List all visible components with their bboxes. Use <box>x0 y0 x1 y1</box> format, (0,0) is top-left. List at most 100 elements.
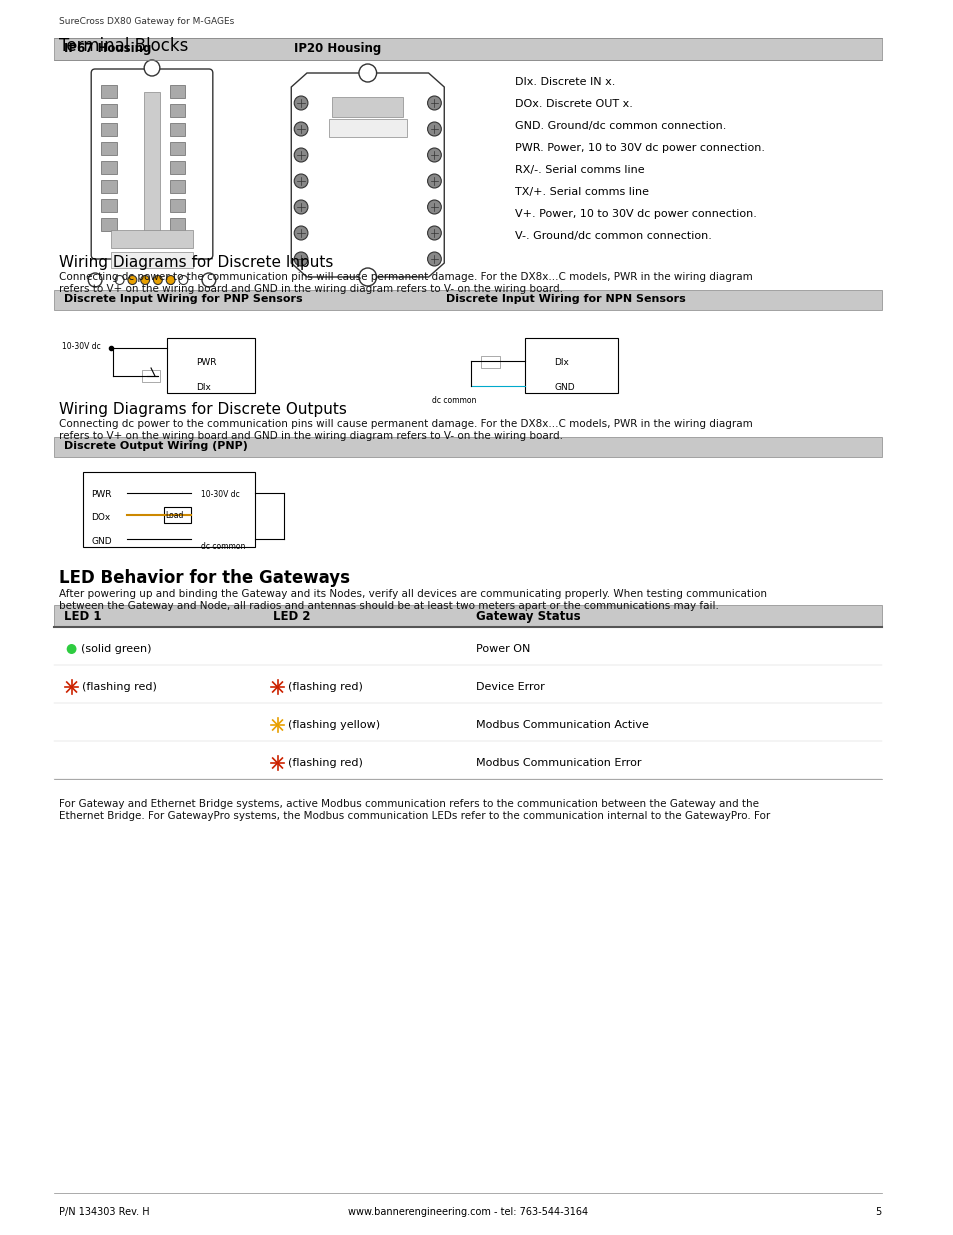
Text: Wiring Diagrams for Discrete Inputs: Wiring Diagrams for Discrete Inputs <box>59 254 333 270</box>
Text: DIx. Discrete IN x.: DIx. Discrete IN x. <box>515 77 615 86</box>
Text: Terminal Blocks: Terminal Blocks <box>59 37 188 56</box>
Text: LED 2: LED 2 <box>273 610 310 622</box>
Bar <box>332 98 403 117</box>
Text: SureCross DX80 Gateway for M-GAGEs: SureCross DX80 Gateway for M-GAGEs <box>59 17 233 26</box>
Text: (flashing yellow): (flashing yellow) <box>288 720 380 730</box>
Circle shape <box>427 148 441 162</box>
Circle shape <box>141 275 150 284</box>
Circle shape <box>427 226 441 240</box>
Bar <box>524 338 618 393</box>
Bar <box>170 180 185 193</box>
Text: Modbus Communication Error: Modbus Communication Error <box>476 758 640 768</box>
Text: (flashing red): (flashing red) <box>82 682 157 692</box>
Text: Power ON: Power ON <box>476 643 530 655</box>
Circle shape <box>358 64 376 82</box>
Text: Device Error: Device Error <box>476 682 544 692</box>
Text: (flashing red): (flashing red) <box>288 682 363 692</box>
Text: (flashing red): (flashing red) <box>288 758 363 768</box>
Text: dc common: dc common <box>201 542 245 551</box>
Text: PWR: PWR <box>196 358 216 367</box>
Bar <box>101 219 116 231</box>
Text: DIx: DIx <box>554 358 568 367</box>
Bar <box>328 119 407 137</box>
Circle shape <box>427 174 441 188</box>
Bar <box>54 437 881 457</box>
Text: TX/+. Serial comms line: TX/+. Serial comms line <box>515 186 648 198</box>
Text: IP20 Housing: IP20 Housing <box>294 42 381 56</box>
Circle shape <box>294 148 308 162</box>
FancyBboxPatch shape <box>91 69 213 259</box>
Text: For Gateway and Ethernet Bridge systems, active Modbus communication refers to t: For Gateway and Ethernet Bridge systems,… <box>59 799 769 820</box>
Text: Connecting dc power to the communication pins will cause permanent damage. For t: Connecting dc power to the communication… <box>59 272 752 294</box>
Text: www.bannerengineering.com - tel: 763-544-3164: www.bannerengineering.com - tel: 763-544… <box>348 1207 587 1216</box>
Bar <box>170 142 185 156</box>
Circle shape <box>179 275 188 284</box>
Text: LED 1: LED 1 <box>64 610 101 622</box>
Text: DOx: DOx <box>91 513 111 522</box>
Bar <box>111 230 193 248</box>
Circle shape <box>294 200 308 214</box>
Bar <box>144 91 160 232</box>
Circle shape <box>294 96 308 110</box>
Circle shape <box>358 268 376 287</box>
Text: RX/-. Serial comms line: RX/-. Serial comms line <box>515 165 644 175</box>
Circle shape <box>128 275 136 284</box>
Bar <box>54 605 881 627</box>
Text: P/N 134303 Rev. H: P/N 134303 Rev. H <box>59 1207 150 1216</box>
Circle shape <box>153 275 162 284</box>
Text: 5: 5 <box>875 1207 881 1216</box>
Text: 10-30V dc: 10-30V dc <box>201 490 239 499</box>
Text: LED Behavior for the Gateways: LED Behavior for the Gateways <box>59 569 350 587</box>
Circle shape <box>89 273 102 287</box>
Circle shape <box>427 96 441 110</box>
Circle shape <box>427 252 441 266</box>
Text: PWR: PWR <box>91 490 112 499</box>
Circle shape <box>166 275 174 284</box>
Circle shape <box>144 61 160 77</box>
Circle shape <box>294 174 308 188</box>
Bar <box>142 370 160 382</box>
Bar <box>170 85 185 98</box>
Circle shape <box>294 122 308 136</box>
Circle shape <box>427 122 441 136</box>
Bar <box>480 356 499 368</box>
Bar <box>101 199 116 212</box>
Circle shape <box>427 200 441 214</box>
Text: Gateway Status: Gateway Status <box>476 610 579 622</box>
Text: V+. Power, 10 to 30V dc power connection.: V+. Power, 10 to 30V dc power connection… <box>515 209 756 219</box>
Text: After powering up and binding the Gateway and its Nodes, verify all devices are : After powering up and binding the Gatewa… <box>59 589 766 610</box>
Bar <box>101 161 116 174</box>
Text: Connecting dc power to the communication pins will cause permanent damage. For t: Connecting dc power to the communication… <box>59 419 752 441</box>
Text: GND: GND <box>554 383 574 391</box>
Text: Discrete Output Wiring (PNP): Discrete Output Wiring (PNP) <box>64 441 248 451</box>
Text: Discrete Input Wiring for NPN Sensors: Discrete Input Wiring for NPN Sensors <box>446 294 685 304</box>
Bar <box>83 472 254 547</box>
Bar <box>101 124 116 136</box>
Text: PWR. Power, 10 to 30V dc power connection.: PWR. Power, 10 to 30V dc power connectio… <box>515 143 764 153</box>
Circle shape <box>67 643 76 655</box>
Circle shape <box>294 226 308 240</box>
Polygon shape <box>291 73 444 277</box>
Bar <box>170 219 185 231</box>
Bar <box>170 104 185 117</box>
Bar <box>101 180 116 193</box>
Text: Modbus Communication Active: Modbus Communication Active <box>476 720 648 730</box>
Text: 10-30V dc: 10-30V dc <box>62 342 100 351</box>
Bar <box>101 85 116 98</box>
Bar <box>167 338 254 393</box>
Bar <box>111 252 193 268</box>
Bar <box>164 508 191 522</box>
Text: IP67 Housing: IP67 Housing <box>64 42 151 56</box>
Text: GND: GND <box>91 537 112 546</box>
Text: DOx. Discrete OUT x.: DOx. Discrete OUT x. <box>515 99 632 109</box>
Circle shape <box>294 252 308 266</box>
Text: V-. Ground/dc common connection.: V-. Ground/dc common connection. <box>515 231 711 241</box>
Bar <box>54 38 881 61</box>
Bar <box>170 161 185 174</box>
Bar <box>170 124 185 136</box>
Text: (solid green): (solid green) <box>81 643 152 655</box>
Bar <box>54 290 881 310</box>
Circle shape <box>202 273 215 287</box>
Circle shape <box>115 275 124 284</box>
Bar <box>101 104 116 117</box>
